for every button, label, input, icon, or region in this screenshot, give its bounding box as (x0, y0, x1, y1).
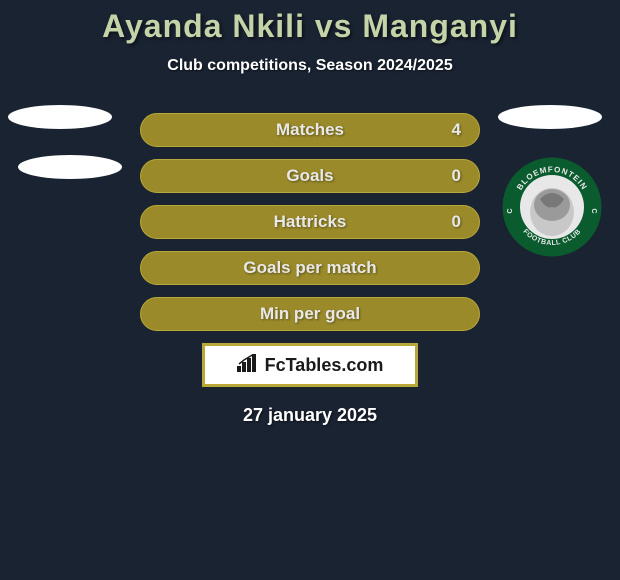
comparison-widget: Ayanda Nkili vs Manganyi Club competitio… (0, 0, 620, 426)
branding-box[interactable]: FcTables.com (202, 343, 418, 387)
date-label: 27 january 2025 (0, 405, 620, 426)
page-subtitle: Club competitions, Season 2024/2025 (0, 57, 620, 75)
avatar-placeholder (498, 105, 602, 129)
stat-label: Goals per match (243, 258, 376, 278)
right-player-avatar (498, 105, 602, 155)
avatar-placeholder (18, 155, 122, 179)
stat-value: 0 (452, 166, 461, 186)
stat-label: Hattricks (274, 212, 347, 232)
stat-value: 4 (452, 120, 461, 140)
stats-list: Matches 4 Goals 0 Hattricks 0 Goals per … (140, 113, 480, 331)
left-player-avatar (8, 105, 122, 205)
club-logo: BLOEMFONTEIN FOOTBALL CLUB C C (502, 157, 602, 257)
stat-row-min-per-goal: Min per goal (140, 297, 480, 331)
svg-text:C: C (590, 208, 597, 213)
stat-row-hattricks: Hattricks 0 (140, 205, 480, 239)
stat-label: Min per goal (260, 304, 360, 324)
stats-area: BLOEMFONTEIN FOOTBALL CLUB C C Matches 4… (0, 113, 620, 426)
stat-row-goals: Goals 0 (140, 159, 480, 193)
club-logo-svg: BLOEMFONTEIN FOOTBALL CLUB C C (502, 157, 602, 257)
branding-text: FcTables.com (265, 355, 384, 376)
stat-row-matches: Matches 4 (140, 113, 480, 147)
stat-label: Matches (276, 120, 344, 140)
page-title: Ayanda Nkili vs Manganyi (0, 8, 620, 45)
avatar-placeholder (8, 105, 112, 129)
stat-row-goals-per-match: Goals per match (140, 251, 480, 285)
svg-text:C: C (507, 208, 514, 213)
stat-value: 0 (452, 212, 461, 232)
chart-icon (237, 354, 259, 377)
stat-label: Goals (286, 166, 333, 186)
